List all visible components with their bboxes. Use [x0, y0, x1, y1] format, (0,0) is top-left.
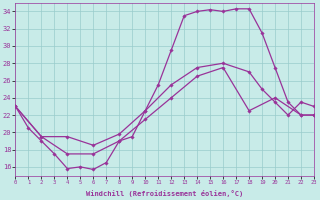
X-axis label: Windchill (Refroidissement éolien,°C): Windchill (Refroidissement éolien,°C)	[86, 190, 243, 197]
